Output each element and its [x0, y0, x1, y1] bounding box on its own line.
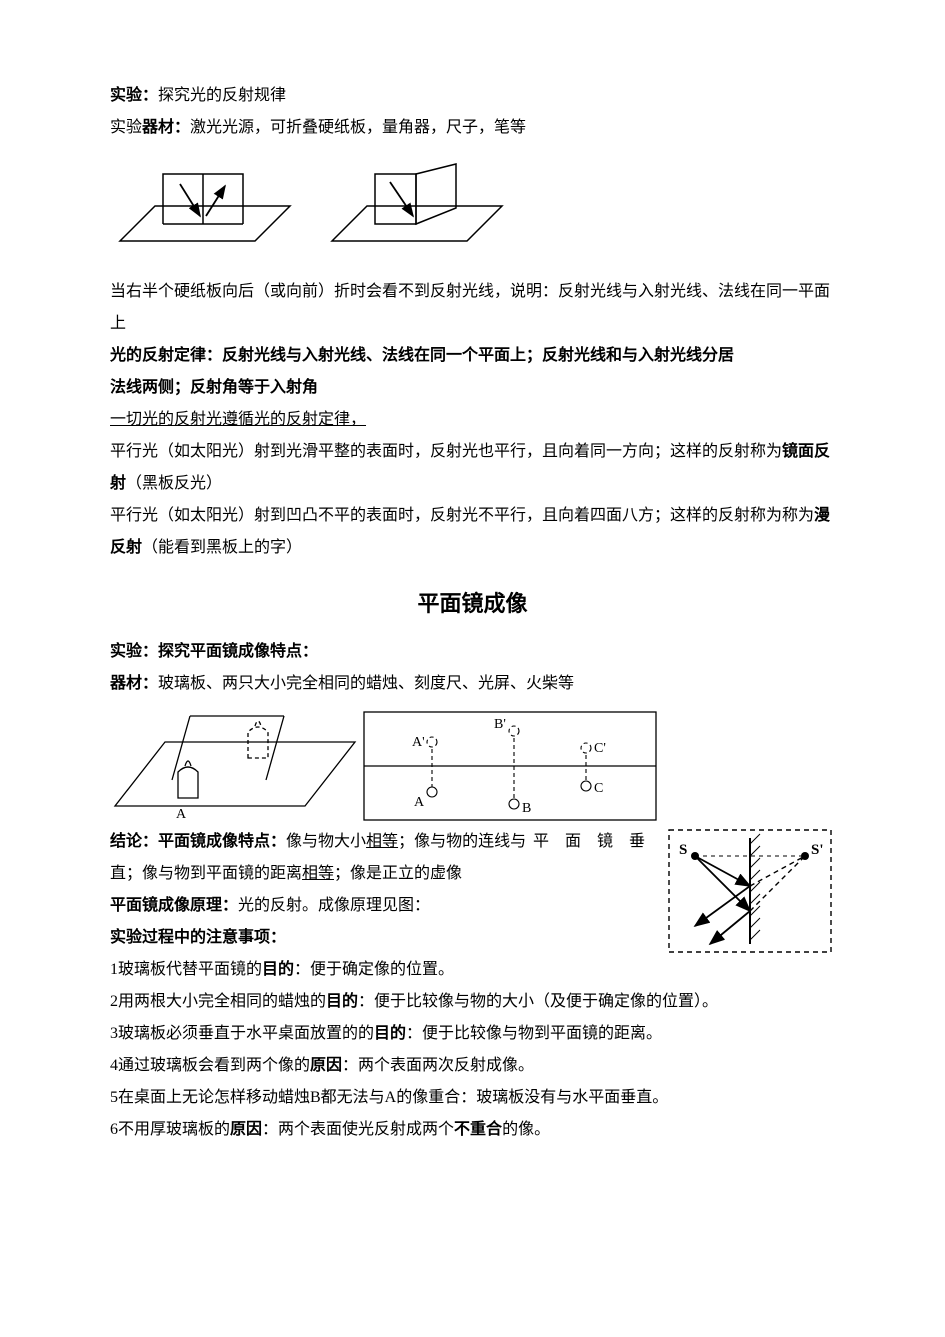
note-bold: 原因 [310, 1057, 342, 1074]
heading-plane-mirror: 平面镜成像 [110, 582, 835, 626]
note-pre: 4通过玻璃板会看到两个像的 [110, 1057, 310, 1074]
all-obey: 一切光的反射光遵循光的反射定律， [110, 404, 835, 436]
specular-a: 平行光（如太阳光）射到光滑平整的表面时，反射光也平行，且向着同一方向；这样的反射… [110, 443, 782, 460]
conclusion-j: 虚像 [430, 865, 462, 882]
svg-text:S: S [679, 842, 687, 858]
diffuse-para: 平行光（如太阳光）射到凹凸不平的表面时，反射光不平行，且向着四面八方；这样的反射… [110, 500, 835, 564]
note-pre: 3玻璃板必须垂直于水平桌面放置的的 [110, 1025, 374, 1042]
specular-c: （黑板反光） [126, 475, 222, 492]
materials-text: 激光光源，可折叠硬纸板，量角器，尺子，笔等 [190, 119, 526, 136]
figure-2: A A' A B' B C' C [110, 706, 835, 826]
diffuse-c: （能看到黑板上的字） [142, 539, 302, 556]
diagram-mirror-setup: A [110, 706, 360, 826]
materials2-label: 器材： [110, 675, 158, 692]
reflection-law-line2: 法线两侧；反射角等于入射角 [110, 372, 835, 404]
experiment-text: 探究光的反射规律 [158, 87, 286, 104]
svg-text:A: A [176, 807, 187, 822]
conclusion-b: 平面镜成像特点： [158, 833, 286, 850]
svg-text:S': S' [811, 842, 824, 858]
reflection-law: 光的反射定律：反射光线与入射光线、法线在同一个平面上；反射光线和与入射光线分居 [110, 340, 835, 372]
note-post: ：两个表面使光反射成两个 [262, 1121, 454, 1138]
svg-text:A': A' [412, 735, 425, 750]
note-item: 5在桌面上无论怎样移动蜡烛B都无法与A的像重合：玻璃板没有与水平面垂直。 [110, 1082, 835, 1114]
svg-text:B: B [522, 801, 531, 816]
conclusion-a: 结论： [110, 833, 158, 850]
note-post: ：两个表面两次反射成像。 [342, 1057, 534, 1074]
materials2-text: 玻璃板、两只大小完全相同的蜡烛、刻度尺、光屏、火柴等 [158, 675, 574, 692]
note-pre: 5在桌面上无论怎样移动蜡烛B都无法与A的像重合：玻璃板没有与水平面垂直。 [110, 1089, 668, 1106]
diagram-mirror-points: A' A B' B C' C [360, 706, 660, 826]
note-bold: 目的 [326, 993, 358, 1010]
conclusion-f: 平 面 镜 垂 [533, 826, 651, 858]
conclusion-d: 相等 [366, 833, 398, 850]
conclusion-e: ；像与物的连线与 [398, 833, 526, 850]
materials-text-pre: 实验 [110, 119, 142, 136]
svg-text:B': B' [494, 717, 506, 732]
notes-list: 1玻璃板代替平面镜的目的：便于确定像的位置。2用两根大小完全相同的蜡烛的目的：便… [110, 954, 835, 1146]
document-page: 实验：探究光的反射规律 实验器材：激光光源，可折叠硬纸板，量角器，尺子，笔等 当… [0, 0, 945, 1206]
note-pre: 6不用厚玻璃板的 [110, 1121, 230, 1138]
note-bold2: 不重合 [454, 1121, 502, 1138]
specular-para: 平行光（如太阳光）射到光滑平整的表面时，反射光也平行，且向着同一方向；这样的反射… [110, 436, 835, 500]
experiment-line: 实验：探究光的反射规律 [110, 80, 835, 112]
diagram-reflection-flat [110, 156, 300, 266]
diffuse-a: 平行光（如太阳光）射到凹凸不平的表面时，反射光不平行，且向着四面八方；这样的反射… [110, 507, 814, 524]
note-bold: 目的 [262, 961, 294, 978]
note-pre: 1玻璃板代替平面镜的 [110, 961, 262, 978]
materials-line: 实验器材：激光光源，可折叠硬纸板，量角器，尺子，笔等 [110, 112, 835, 144]
svg-text:A: A [414, 795, 425, 810]
materials2-line: 器材：玻璃板、两只大小完全相同的蜡烛、刻度尺、光屏、火柴等 [110, 668, 835, 700]
principle-label: 平面镜成像原理： [110, 897, 238, 914]
note-pre: 2用两根大小完全相同的蜡烛的 [110, 993, 326, 1010]
reflection-law-text1: 反射光线与入射光线、法线在同一个平面上；反射光线和与入射光线分居 [222, 347, 734, 364]
note-post: ：便于比较像与物的大小（及便于确定像的位置）。 [358, 993, 718, 1010]
note-item: 6不用厚玻璃板的原因：两个表面使光反射成两个不重合的像。 [110, 1114, 835, 1146]
svg-text:C': C' [594, 741, 606, 756]
note-item: 1玻璃板代替平面镜的目的：便于确定像的位置。 [110, 954, 835, 986]
note-item: 4通过玻璃板会看到两个像的原因：两个表面两次反射成像。 [110, 1050, 835, 1082]
note-post2: 的像。 [502, 1121, 550, 1138]
conclusion-c: 像与物大小 [286, 833, 366, 850]
all-obey-text: 一切光的反射光遵循光的反射定律， [110, 411, 366, 428]
conclusion-g: 直；像与物到平面镜的距离 [110, 865, 302, 882]
principle-text: 光的反射。成像原理见图： [238, 897, 430, 914]
figure-3-wrapper: S S' [665, 826, 835, 956]
svg-text:C: C [594, 781, 603, 796]
note-post: ：便于确定像的位置。 [294, 961, 454, 978]
note-bold: 目的 [374, 1025, 406, 1042]
experiment-label: 实验： [110, 87, 158, 104]
note-item: 2用两根大小完全相同的蜡烛的目的：便于比较像与物的大小（及便于确定像的位置）。 [110, 986, 835, 1018]
experiment2-label: 实验：探究平面镜成像特点： [110, 636, 835, 668]
para-fold-explain: 当右半个硬纸板向后（或向前）折时会看不到反射光线，说明：反射光线与入射光线、法线… [110, 276, 835, 340]
note-post: ：便于比较像与物到平面镜的距离。 [406, 1025, 662, 1042]
conclusion-h: 相等 [302, 865, 334, 882]
note-item: 3玻璃板必须垂直于水平桌面放置的的目的：便于比较像与物到平面镜的距离。 [110, 1018, 835, 1050]
diagram-image-principle: S S' [665, 826, 835, 956]
note-bold: 原因 [230, 1121, 262, 1138]
conclusion-i: ；像是正立的 [334, 865, 430, 882]
materials-label: 器材： [142, 119, 190, 136]
figure-1 [110, 156, 835, 266]
diagram-reflection-folded [320, 156, 520, 266]
reflection-law-label: 光的反射定律： [110, 347, 222, 364]
